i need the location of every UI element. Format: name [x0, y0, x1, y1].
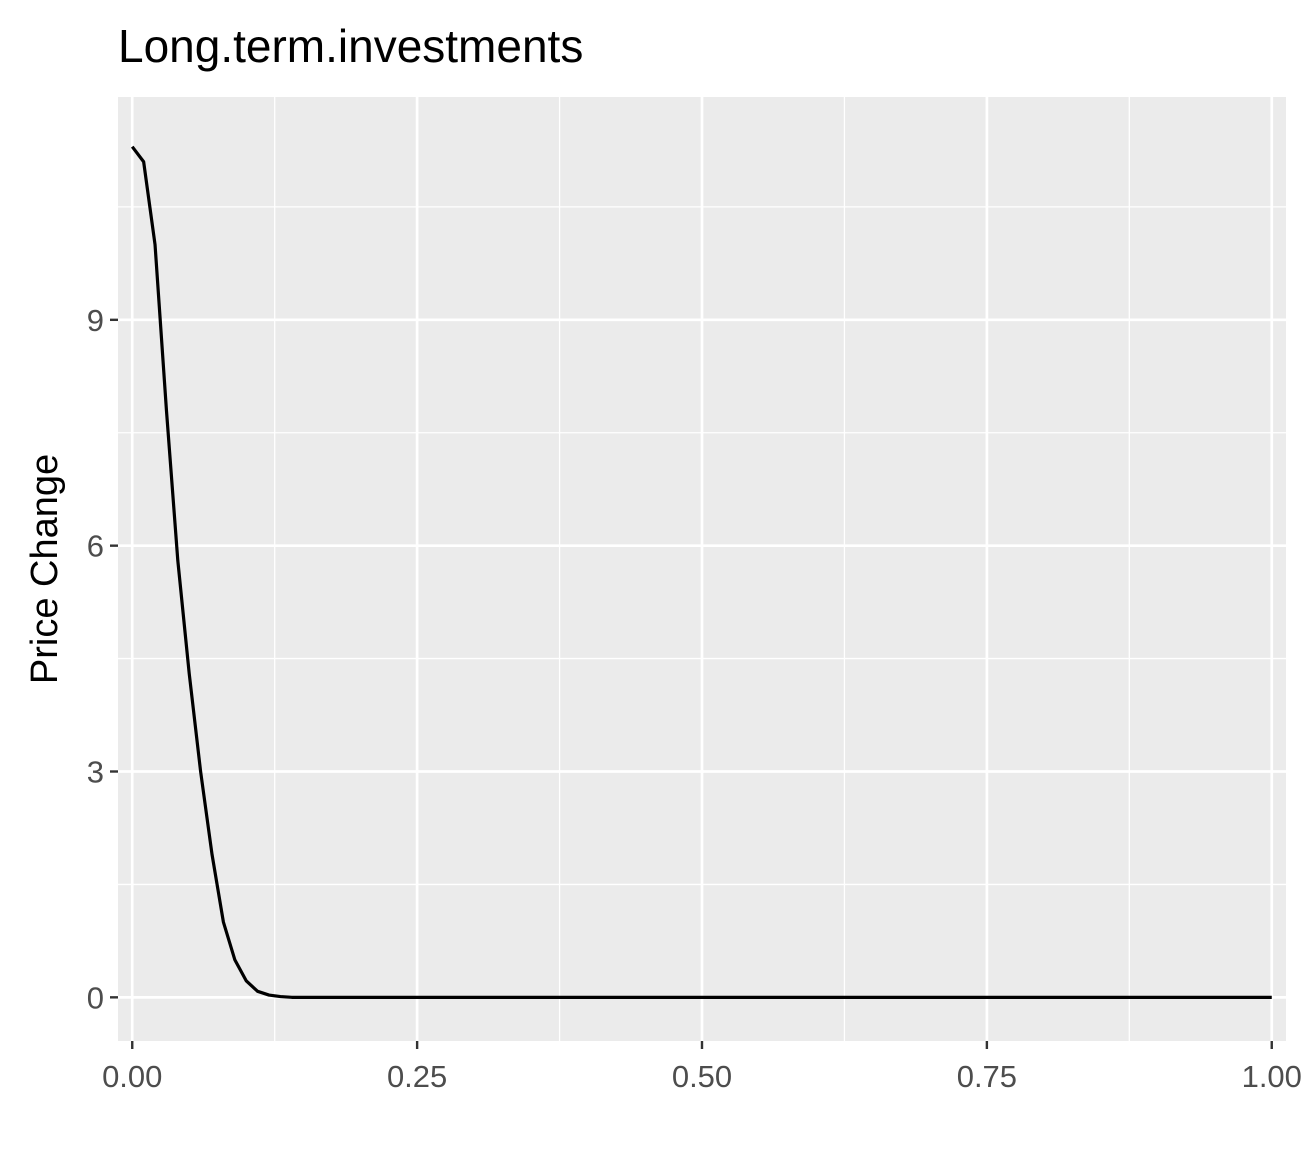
y-tick-label: 0	[87, 980, 104, 1015]
x-tick-label: 0.00	[102, 1059, 162, 1094]
y-tick-label: 3	[87, 755, 104, 790]
series-layer	[130, 145, 1272, 999]
series-line	[130, 145, 1272, 999]
x-axis: 0.00 0.25 0.50 0.75 1.00	[102, 1041, 1302, 1094]
y-tick-label: 9	[87, 303, 104, 338]
x-tick-label: 0.50	[672, 1059, 732, 1094]
x-tick-label: 0.25	[387, 1059, 447, 1094]
y-axis-title: Price Change	[24, 454, 66, 684]
y-axis: 0 3 6 9	[87, 303, 118, 1015]
x-tick-label: 1.00	[1242, 1059, 1302, 1094]
x-tick-label: 0.75	[957, 1059, 1017, 1094]
chart-title: Long.term.investments	[118, 20, 583, 72]
y-tick-label: 6	[87, 529, 104, 564]
